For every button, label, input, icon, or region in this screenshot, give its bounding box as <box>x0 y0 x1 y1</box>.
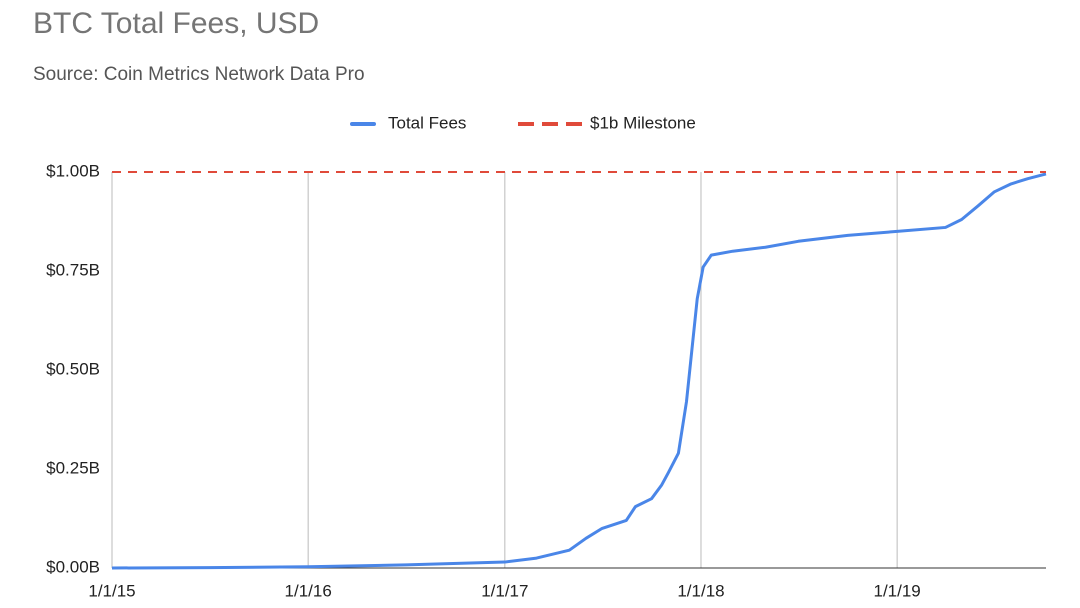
y-tick-label: $0.25B <box>46 458 100 477</box>
y-tick-label: $0.00B <box>46 557 100 576</box>
legend-label: $1b Milestone <box>590 113 696 132</box>
y-tick-label: $0.75B <box>46 260 100 279</box>
y-tick-label: $1.00B <box>46 161 100 180</box>
x-tick-label: 1/1/19 <box>874 581 921 600</box>
legend-label: Total Fees <box>388 113 466 132</box>
chart-title: BTC Total Fees, USD <box>33 7 319 40</box>
x-tick-label: 1/1/16 <box>285 581 332 600</box>
chart-subtitle: Source: Coin Metrics Network Data Pro <box>33 64 365 85</box>
x-tick-label: 1/1/17 <box>481 581 528 600</box>
series-line <box>111 172 1047 570</box>
x-tick-label: 1/1/18 <box>677 581 724 600</box>
x-tick-label: 1/1/15 <box>88 581 135 600</box>
y-tick-label: $0.50B <box>46 359 100 378</box>
